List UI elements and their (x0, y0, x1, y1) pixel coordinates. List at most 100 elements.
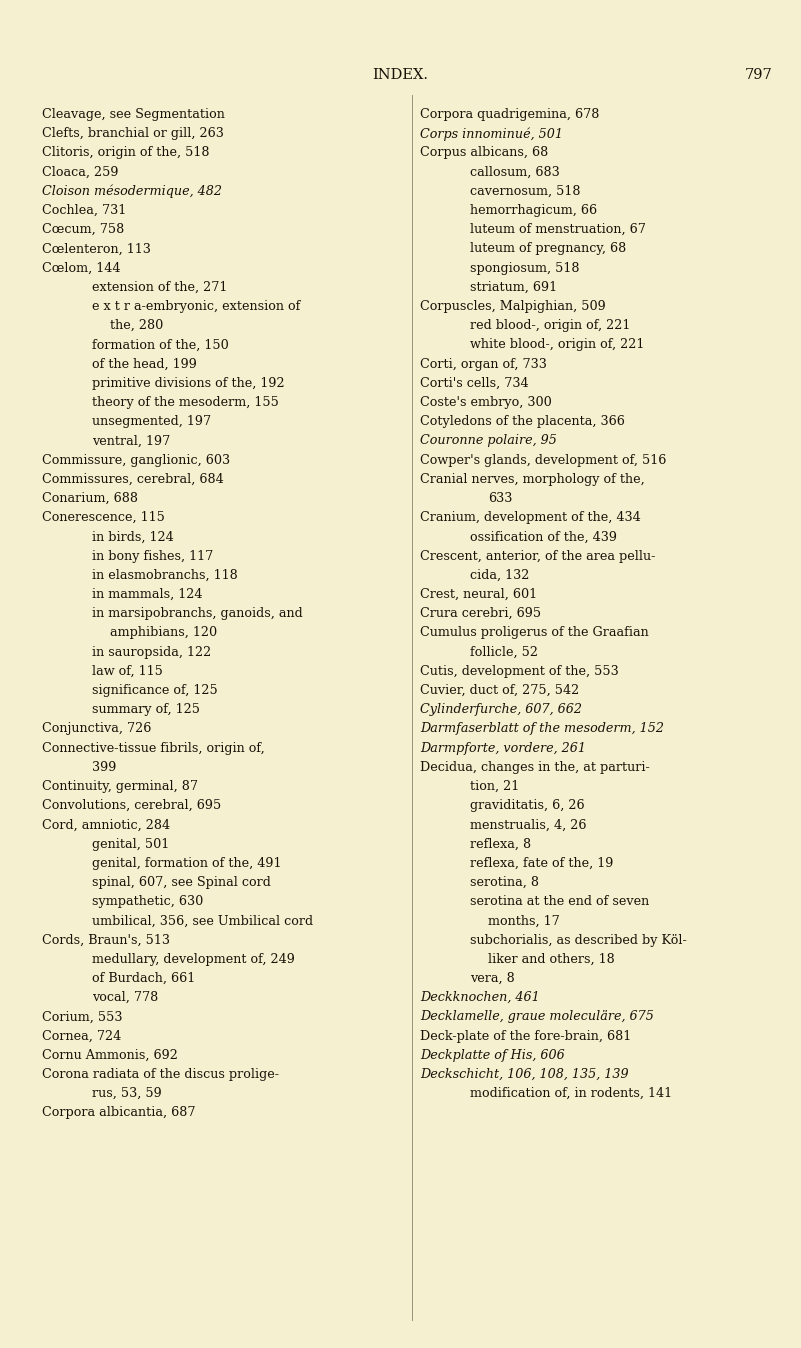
Text: Deckplatte of His, 606: Deckplatte of His, 606 (420, 1049, 565, 1062)
Text: medullary, development of, 249: medullary, development of, 249 (92, 953, 295, 965)
Text: in sauropsida, 122: in sauropsida, 122 (92, 646, 211, 659)
Text: Conarium, 688: Conarium, 688 (42, 492, 138, 506)
Text: Cornea, 724: Cornea, 724 (42, 1030, 121, 1042)
Text: amphibians, 120: amphibians, 120 (110, 627, 217, 639)
Text: serotina at the end of seven: serotina at the end of seven (470, 895, 650, 909)
Text: spinal, 607, see Spinal cord: spinal, 607, see Spinal cord (92, 876, 271, 888)
Text: Cuvier, duct of, 275, 542: Cuvier, duct of, 275, 542 (420, 683, 579, 697)
Text: cida, 132: cida, 132 (470, 569, 529, 582)
Text: ossification of the, 439: ossification of the, 439 (470, 530, 617, 543)
Text: 399: 399 (92, 760, 116, 774)
Text: in elasmobranchs, 118: in elasmobranchs, 118 (92, 569, 238, 582)
Text: Corium, 553: Corium, 553 (42, 1011, 123, 1023)
Text: Corpuscles, Malpighian, 509: Corpuscles, Malpighian, 509 (420, 301, 606, 313)
Text: serotina, 8: serotina, 8 (470, 876, 539, 888)
Text: Cords, Braun's, 513: Cords, Braun's, 513 (42, 934, 170, 946)
Text: Cœlenteron, 113: Cœlenteron, 113 (42, 243, 151, 255)
Text: the, 280: the, 280 (110, 319, 163, 332)
Text: of Burdach, 661: of Burdach, 661 (92, 972, 195, 985)
Text: Cutis, development of the, 553: Cutis, development of the, 553 (420, 665, 618, 678)
Text: Corona radiata of the discus prolige-: Corona radiata of the discus prolige- (42, 1068, 279, 1081)
Text: liker and others, 18: liker and others, 18 (488, 953, 614, 965)
Text: Clitoris, origin of the, 518: Clitoris, origin of the, 518 (42, 147, 210, 159)
Text: vocal, 778: vocal, 778 (92, 991, 159, 1004)
Text: sympathetic, 630: sympathetic, 630 (92, 895, 203, 909)
Text: follicle, 52: follicle, 52 (470, 646, 538, 659)
Text: modification of, in rodents, 141: modification of, in rodents, 141 (470, 1088, 672, 1100)
Text: Crest, neural, 601: Crest, neural, 601 (420, 588, 537, 601)
Text: Corpora quadrigemina, 678: Corpora quadrigemina, 678 (420, 108, 599, 121)
Text: Crura cerebri, 695: Crura cerebri, 695 (420, 607, 541, 620)
Text: Commissures, cerebral, 684: Commissures, cerebral, 684 (42, 473, 223, 485)
Text: theory of the mesoderm, 155: theory of the mesoderm, 155 (92, 396, 279, 408)
Text: law of, 115: law of, 115 (92, 665, 163, 678)
Text: Corpus albicans, 68: Corpus albicans, 68 (420, 147, 548, 159)
Text: Darmfaserblatt of the mesoderm, 152: Darmfaserblatt of the mesoderm, 152 (420, 723, 664, 736)
Text: cavernosum, 518: cavernosum, 518 (470, 185, 581, 198)
Text: Crescent, anterior, of the area pellu-: Crescent, anterior, of the area pellu- (420, 550, 655, 562)
Text: Darmpforte, vordere, 261: Darmpforte, vordere, 261 (420, 741, 586, 755)
Text: significance of, 125: significance of, 125 (92, 683, 218, 697)
Text: Cumulus proligerus of the Graafian: Cumulus proligerus of the Graafian (420, 627, 649, 639)
Text: summary of, 125: summary of, 125 (92, 704, 200, 716)
Text: genital, 501: genital, 501 (92, 837, 169, 851)
Text: luteum of menstruation, 67: luteum of menstruation, 67 (470, 224, 646, 236)
Text: subchorialis, as described by Köl-: subchorialis, as described by Köl- (470, 934, 686, 946)
Text: of the head, 199: of the head, 199 (92, 357, 197, 371)
Text: Cleavage, see Segmentation: Cleavage, see Segmentation (42, 108, 225, 121)
Text: menstrualis, 4, 26: menstrualis, 4, 26 (470, 818, 586, 832)
Text: Continuity, germinal, 87: Continuity, germinal, 87 (42, 780, 198, 793)
Text: Couronne polaire, 95: Couronne polaire, 95 (420, 434, 557, 448)
Text: Clefts, branchial or gill, 263: Clefts, branchial or gill, 263 (42, 127, 223, 140)
Text: tion, 21: tion, 21 (470, 780, 519, 793)
Text: Decklamelle, graue moleculäre, 675: Decklamelle, graue moleculäre, 675 (420, 1011, 654, 1023)
Text: genital, formation of the, 491: genital, formation of the, 491 (92, 857, 281, 869)
Text: callosum, 683: callosum, 683 (470, 166, 560, 178)
Text: Corti's cells, 734: Corti's cells, 734 (420, 377, 529, 390)
Text: Cloaca, 259: Cloaca, 259 (42, 166, 119, 178)
Text: spongiosum, 518: spongiosum, 518 (470, 262, 579, 275)
Text: Cochlea, 731: Cochlea, 731 (42, 204, 127, 217)
Text: formation of the, 150: formation of the, 150 (92, 338, 229, 352)
Text: in birds, 124: in birds, 124 (92, 530, 174, 543)
Text: Conerescence, 115: Conerescence, 115 (42, 511, 165, 524)
Text: reflexa, fate of the, 19: reflexa, fate of the, 19 (470, 857, 614, 869)
Text: rus, 53, 59: rus, 53, 59 (92, 1088, 162, 1100)
Text: months, 17: months, 17 (488, 914, 560, 927)
Text: umbilical, 356, see Umbilical cord: umbilical, 356, see Umbilical cord (92, 914, 313, 927)
Text: Corps innominué, 501: Corps innominué, 501 (420, 127, 563, 140)
Text: Cranial nerves, morphology of the,: Cranial nerves, morphology of the, (420, 473, 645, 485)
Text: in marsipobranchs, ganoids, and: in marsipobranchs, ganoids, and (92, 607, 303, 620)
Text: Cylinderfurche, 607, 662: Cylinderfurche, 607, 662 (420, 704, 582, 716)
Text: red blood-, origin of, 221: red blood-, origin of, 221 (470, 319, 630, 332)
Text: in bony fishes, 117: in bony fishes, 117 (92, 550, 213, 562)
Text: unsegmented, 197: unsegmented, 197 (92, 415, 211, 429)
Text: Conjunctiva, 726: Conjunctiva, 726 (42, 723, 151, 736)
Text: hemorrhagicum, 66: hemorrhagicum, 66 (470, 204, 597, 217)
Text: in mammals, 124: in mammals, 124 (92, 588, 203, 601)
Text: Cœcum, 758: Cœcum, 758 (42, 224, 124, 236)
Text: Cotyledons of the placenta, 366: Cotyledons of the placenta, 366 (420, 415, 625, 429)
Text: striatum, 691: striatum, 691 (470, 280, 557, 294)
Text: Cranium, development of the, 434: Cranium, development of the, 434 (420, 511, 641, 524)
Text: Connective-tissue fibrils, origin of,: Connective-tissue fibrils, origin of, (42, 741, 265, 755)
Text: Decidua, changes in the, at parturi-: Decidua, changes in the, at parturi- (420, 760, 650, 774)
Text: Deckknochen, 461: Deckknochen, 461 (420, 991, 540, 1004)
Text: Cord, amniotic, 284: Cord, amniotic, 284 (42, 818, 170, 832)
Text: e x t r a-embryonic, extension of: e x t r a-embryonic, extension of (92, 301, 300, 313)
Text: Corti, organ of, 733: Corti, organ of, 733 (420, 357, 547, 371)
Text: Commissure, ganglionic, 603: Commissure, ganglionic, 603 (42, 453, 230, 466)
Text: ventral, 197: ventral, 197 (92, 434, 171, 448)
Text: reflexa, 8: reflexa, 8 (470, 837, 531, 851)
Text: Coste's embryo, 300: Coste's embryo, 300 (420, 396, 552, 408)
Text: luteum of pregnancy, 68: luteum of pregnancy, 68 (470, 243, 626, 255)
Text: vera, 8: vera, 8 (470, 972, 515, 985)
Text: graviditatis, 6, 26: graviditatis, 6, 26 (470, 799, 585, 813)
Text: INDEX.: INDEX. (372, 67, 429, 82)
Text: Cowper's glands, development of, 516: Cowper's glands, development of, 516 (420, 453, 666, 466)
Text: Corpora albicantia, 687: Corpora albicantia, 687 (42, 1107, 195, 1119)
Text: Cloison mésodermique, 482: Cloison mésodermique, 482 (42, 185, 222, 198)
Text: Convolutions, cerebral, 695: Convolutions, cerebral, 695 (42, 799, 221, 813)
Text: white blood-, origin of, 221: white blood-, origin of, 221 (470, 338, 644, 352)
Text: Cœlom, 144: Cœlom, 144 (42, 262, 120, 275)
